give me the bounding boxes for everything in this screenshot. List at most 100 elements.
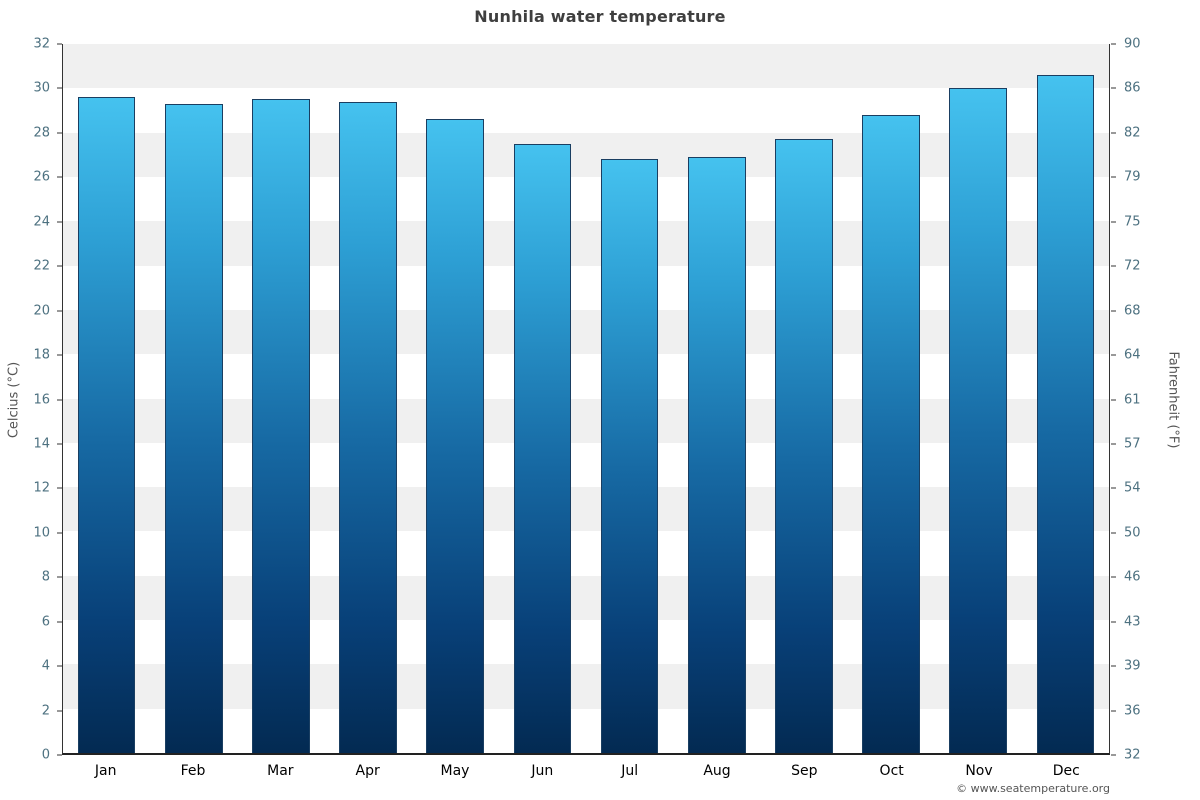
fahrenheit-tick-mark (1111, 399, 1116, 400)
fahrenheit-tick-mark (1111, 576, 1116, 578)
grid-band (63, 176, 1109, 222)
celsius-tick-mark (57, 132, 62, 134)
fahrenheit-tick-label: 46 (1124, 569, 1141, 585)
celsius-tick-label: 12 (33, 480, 50, 496)
celsius-tick-mark (57, 443, 62, 445)
month-label-mar: Mar (267, 763, 294, 779)
celsius-tick-mark (57, 621, 62, 623)
fahrenheit-tick-label: 32 (1124, 747, 1141, 763)
grid-band (63, 354, 1109, 399)
celsius-tick-label: 24 (33, 214, 50, 230)
grid-band (63, 88, 1109, 133)
celsius-tick-label: 28 (33, 125, 50, 141)
celsius-tick-mark (57, 754, 62, 756)
fahrenheit-tick-mark (1111, 710, 1116, 712)
fahrenheit-tick-mark (1111, 443, 1116, 445)
month-label-jun: Jun (531, 763, 554, 779)
fahrenheit-tick-label: 61 (1124, 392, 1141, 407)
fahrenheit-tick-mark (1111, 354, 1116, 356)
bar-jul (600, 159, 659, 753)
fahrenheit-tick-mark (1111, 87, 1116, 89)
month-label-aug: Aug (703, 763, 731, 779)
celsius-tick-label: 20 (33, 303, 50, 319)
celsius-tick-label: 6 (41, 614, 50, 630)
footer-credit: © www.seatemperature.org (956, 782, 1110, 795)
bar-apr (339, 101, 397, 753)
x-axis: Jan Feb Mar Apr May Jun Jul Aug Sep Oct Nov Dec (62, 757, 1110, 785)
fahrenheit-tick-mark (1111, 754, 1116, 756)
fahrenheit-tick-label: 75 (1124, 214, 1141, 230)
fahrenheit-tick-mark (1111, 665, 1116, 667)
fahrenheit-tick-label: 50 (1124, 525, 1141, 541)
y-axis-left: 0 2 4 6 8 10 12 14 16 18 20 22 24 26 28 30 32 (0, 38, 62, 762)
bar-sep (775, 139, 833, 753)
grid-band (63, 487, 1109, 532)
bar-oct (862, 114, 920, 753)
celsius-tick-label: 26 (33, 169, 50, 185)
fahrenheit-tick-mark (1111, 176, 1116, 178)
celsius-tick-label: 16 (33, 392, 50, 407)
celsius-tick-mark (57, 310, 62, 312)
bar-jun (513, 143, 572, 753)
y-axis-right: 32 36 39 43 46 50 54 57 61 64 68 72 75 79 82 86 90 (1111, 38, 1200, 762)
fahrenheit-tick-label: 64 (1124, 347, 1141, 363)
fahrenheit-tick-mark (1111, 43, 1116, 45)
celsius-tick-label: 10 (33, 525, 50, 541)
celsius-tick-label: 2 (41, 703, 50, 719)
month-label-nov: Nov (965, 763, 993, 779)
grid-band (63, 575, 1109, 621)
plot-area (62, 44, 1110, 755)
celsius-tick-label: 0 (41, 747, 50, 763)
month-label-oct: Oct (879, 763, 904, 779)
grid-band (63, 221, 1109, 266)
fahrenheit-tick-mark (1111, 221, 1116, 223)
fahrenheit-tick-mark (1111, 487, 1116, 489)
month-label-sep: Sep (791, 763, 818, 779)
fahrenheit-tick-label: 57 (1124, 436, 1141, 452)
fahrenheit-tick-mark (1111, 532, 1116, 534)
fahrenheit-tick-mark (1111, 132, 1116, 134)
month-label-feb: Feb (180, 763, 206, 779)
bar-aug (687, 157, 746, 753)
chart-title: Nunhila water temperature (474, 7, 726, 26)
fahrenheit-tick-label: 82 (1124, 125, 1141, 141)
fahrenheit-tick-label: 43 (1124, 614, 1141, 630)
bar-nov (949, 88, 1007, 753)
fahrenheit-tick-label: 72 (1124, 258, 1141, 274)
celsius-tick-mark (57, 399, 62, 400)
celsius-tick-mark (57, 265, 62, 267)
celsius-tick-mark (57, 221, 62, 223)
fahrenheit-tick-mark (1111, 621, 1116, 623)
celsius-tick-label: 14 (33, 436, 50, 452)
fahrenheit-tick-label: 39 (1124, 658, 1141, 674)
month-label-may: May (440, 763, 470, 779)
bar-dec (1036, 75, 1095, 753)
bar-feb (164, 103, 223, 753)
celsius-tick-label: 18 (33, 347, 50, 363)
bar-mar (252, 99, 310, 753)
celsius-tick-mark (57, 43, 62, 45)
fahrenheit-tick-label: 90 (1124, 36, 1141, 52)
celsius-tick-label: 32 (33, 36, 50, 52)
celsius-tick-label: 22 (33, 258, 50, 274)
month-label-dec: Dec (1052, 763, 1080, 779)
grid-band (63, 620, 1109, 665)
bar-jan (77, 97, 136, 753)
celsius-tick-label: 30 (33, 80, 50, 96)
grid-band (63, 531, 1109, 576)
grid-band (63, 708, 1109, 753)
grid-band (63, 309, 1109, 355)
grid-band (63, 265, 1109, 310)
bar-may (426, 119, 484, 753)
fahrenheit-tick-label: 79 (1124, 169, 1141, 185)
fahrenheit-tick-label: 86 (1124, 80, 1141, 96)
month-label-jul: Jul (621, 763, 639, 779)
fahrenheit-tick-mark (1111, 265, 1116, 267)
grid-band (63, 132, 1109, 177)
celsius-tick-label: 4 (41, 658, 50, 674)
fahrenheit-tick-mark (1111, 310, 1116, 312)
celsius-tick-mark (57, 532, 62, 534)
celsius-tick-mark (57, 176, 62, 178)
celsius-tick-mark (57, 487, 62, 489)
